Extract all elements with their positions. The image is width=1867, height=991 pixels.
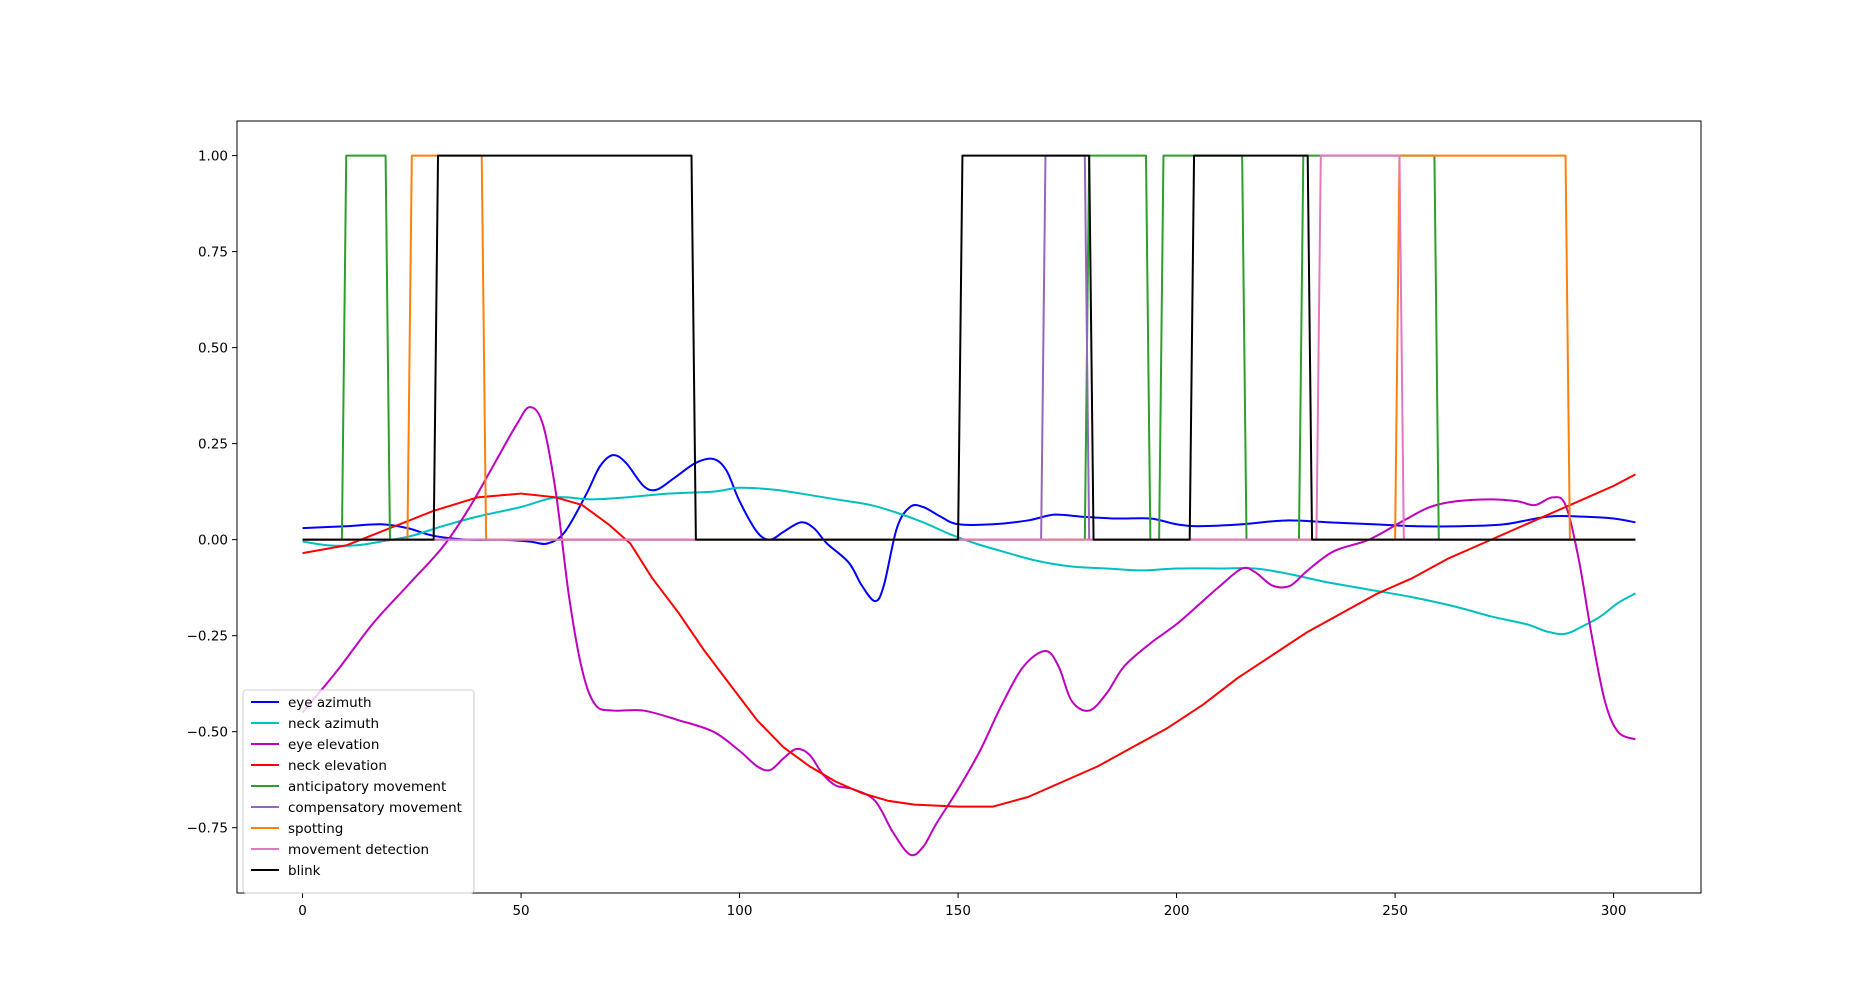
legend-label-spotting: spotting [288,821,343,837]
y-tick-label: 1.00 [198,149,228,165]
x-tick-label: 250 [1382,903,1408,919]
y-tick-label: −0.50 [187,725,228,741]
legend-label-movement-detection: movement detection [288,842,429,858]
y-tick-label: 0.75 [198,245,228,261]
x-tick-label: 300 [1601,903,1627,919]
y-tick-label: 0.25 [198,437,228,453]
x-tick-label: 100 [727,903,753,919]
legend: eye azimuth neck azimuth eye elevation neck… [242,689,475,894]
series-line-eye-azimuth [302,454,1636,603]
x-tick-label: 0 [298,903,307,919]
plot-area [301,154,1636,857]
y-tick-label: −0.75 [187,821,228,837]
series-line-neck-azimuth [302,486,1636,636]
legend-label-anticipatory-movement: anticipatory movement [288,779,446,795]
legend-label-eye-elevation: eye elevation [288,737,379,753]
axes-frame [236,120,1702,894]
legend-label-compensatory-movement: compensatory movement [288,800,462,816]
x-tick-label: 50 [512,903,529,919]
legend-label-blink: blink [288,863,321,879]
legend-box [242,689,475,894]
series-group [301,154,1636,857]
y-tick-label: 0.00 [198,533,228,549]
y-tick-label: −0.25 [187,629,228,645]
series-line-neck-elevation [302,473,1636,808]
y-tick-label: 0.50 [198,341,228,357]
series-line-eye-elevation [301,406,1636,857]
legend-label-eye-azimuth: eye azimuth [288,695,372,711]
legend-label-neck-elevation: neck elevation [288,758,387,774]
legend-label-neck-azimuth: neck azimuth [288,716,379,732]
series-line-blink [302,154,1636,541]
axes: 0 50 100 150 200 250 300 −0.75 −0.50 −0.25 0.00 0.2… [187,120,1702,919]
x-tick-label: 200 [1164,903,1190,919]
x-tick-label: 150 [945,903,971,919]
